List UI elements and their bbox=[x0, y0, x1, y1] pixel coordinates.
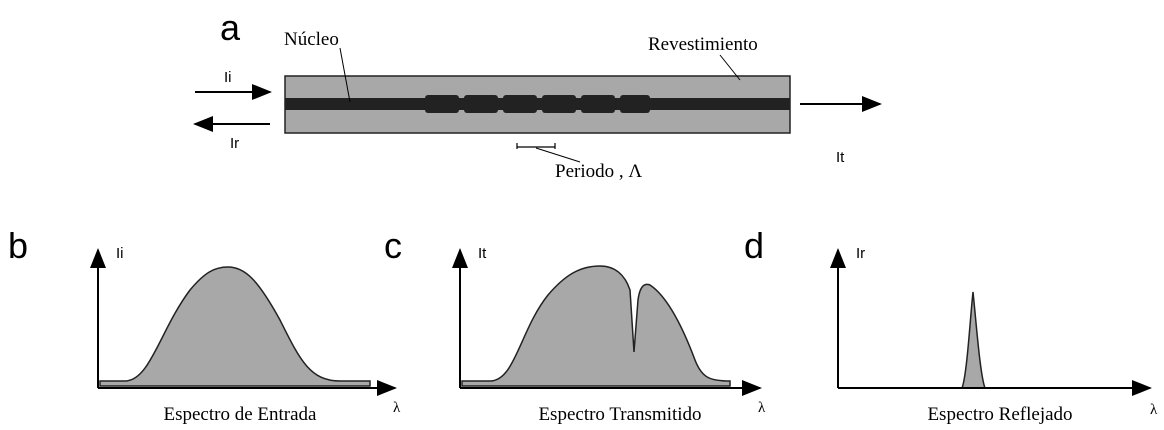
x-label: λ bbox=[393, 400, 401, 416]
panel: d Ir λ Espectro Reflejado bbox=[744, 225, 1158, 425]
panel-letter: a bbox=[220, 7, 241, 48]
x-label: λ bbox=[758, 400, 766, 416]
y-label: Ir bbox=[856, 245, 865, 262]
spectrum bbox=[461, 265, 731, 387]
caption: Espectro Transmitido bbox=[538, 404, 701, 425]
core-label: Núcleo bbox=[284, 29, 339, 50]
cladding-label: Revestimiento bbox=[648, 34, 758, 55]
y-label: Ii bbox=[116, 245, 124, 262]
input-label: Ii bbox=[224, 69, 232, 86]
grating bbox=[425, 95, 650, 113]
period-label: Periodo , Λ bbox=[555, 161, 642, 182]
core bbox=[285, 98, 790, 110]
caption: Espectro de Entrada bbox=[164, 404, 318, 425]
caption: Espectro Reflejado bbox=[927, 404, 1072, 425]
spectrum bbox=[960, 291, 987, 389]
spectrum bbox=[99, 266, 371, 387]
reflected-label: Ir bbox=[230, 135, 239, 152]
fiber: a Núcleo Revestimiento Ii Ir It Periodo … bbox=[193, 7, 882, 182]
leader bbox=[535, 147, 581, 163]
panel-letter: b bbox=[8, 225, 28, 266]
panel: c It λ Espectro Transmitido bbox=[384, 225, 766, 425]
panel-letter: d bbox=[744, 225, 764, 266]
leader bbox=[719, 54, 741, 81]
y-label: It bbox=[478, 245, 487, 262]
x-label: λ bbox=[1150, 402, 1158, 418]
leader bbox=[339, 47, 351, 103]
panel: b Ii λ Espectro de Entrada bbox=[8, 225, 401, 425]
panel-letter: c bbox=[384, 225, 402, 266]
transmitted-label: It bbox=[836, 149, 845, 166]
period-bracket bbox=[516, 143, 556, 149]
